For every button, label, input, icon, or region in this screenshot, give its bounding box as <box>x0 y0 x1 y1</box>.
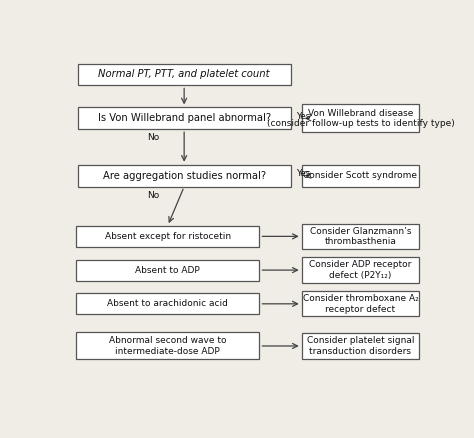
FancyBboxPatch shape <box>76 226 259 247</box>
Text: Abnormal second wave to
intermediate-dose ADP: Abnormal second wave to intermediate-dos… <box>109 336 227 356</box>
Text: Absent to ADP: Absent to ADP <box>135 265 200 275</box>
Text: Von Willebrand disease
(consider follow-up tests to identify type): Von Willebrand disease (consider follow-… <box>266 109 455 128</box>
FancyBboxPatch shape <box>78 107 291 129</box>
Text: Consider ADP receptor
defect (P2Y₁₂): Consider ADP receptor defect (P2Y₁₂) <box>310 261 411 280</box>
FancyBboxPatch shape <box>301 224 419 249</box>
Text: Consider Scott syndrome: Consider Scott syndrome <box>303 171 418 180</box>
FancyBboxPatch shape <box>301 258 419 283</box>
FancyBboxPatch shape <box>76 293 259 314</box>
FancyBboxPatch shape <box>301 165 419 187</box>
Text: No: No <box>147 133 159 142</box>
Text: Are aggregation studies normal?: Are aggregation studies normal? <box>102 171 266 180</box>
Text: Consider thromboxane A₂
receptor defect: Consider thromboxane A₂ receptor defect <box>302 294 419 314</box>
FancyBboxPatch shape <box>76 332 259 360</box>
Text: Normal PT, PTT, and platelet count: Normal PT, PTT, and platelet count <box>99 70 270 79</box>
FancyBboxPatch shape <box>301 105 419 132</box>
Text: No: No <box>147 191 159 200</box>
Text: Consider platelet signal
transduction disorders: Consider platelet signal transduction di… <box>307 336 414 356</box>
Text: Absent except for ristocetin: Absent except for ristocetin <box>105 232 231 241</box>
Text: Yes: Yes <box>296 112 310 121</box>
FancyBboxPatch shape <box>78 64 291 85</box>
Text: Absent to arachidonic acid: Absent to arachidonic acid <box>107 299 228 308</box>
Text: Yes: Yes <box>296 170 310 178</box>
Text: Consider Glanzmann’s
thrombasthenia: Consider Glanzmann’s thrombasthenia <box>310 227 411 246</box>
FancyBboxPatch shape <box>78 165 291 187</box>
FancyBboxPatch shape <box>76 260 259 281</box>
Text: Is Von Willebrand panel abnormal?: Is Von Willebrand panel abnormal? <box>98 113 271 124</box>
FancyBboxPatch shape <box>301 291 419 317</box>
FancyBboxPatch shape <box>301 333 419 359</box>
